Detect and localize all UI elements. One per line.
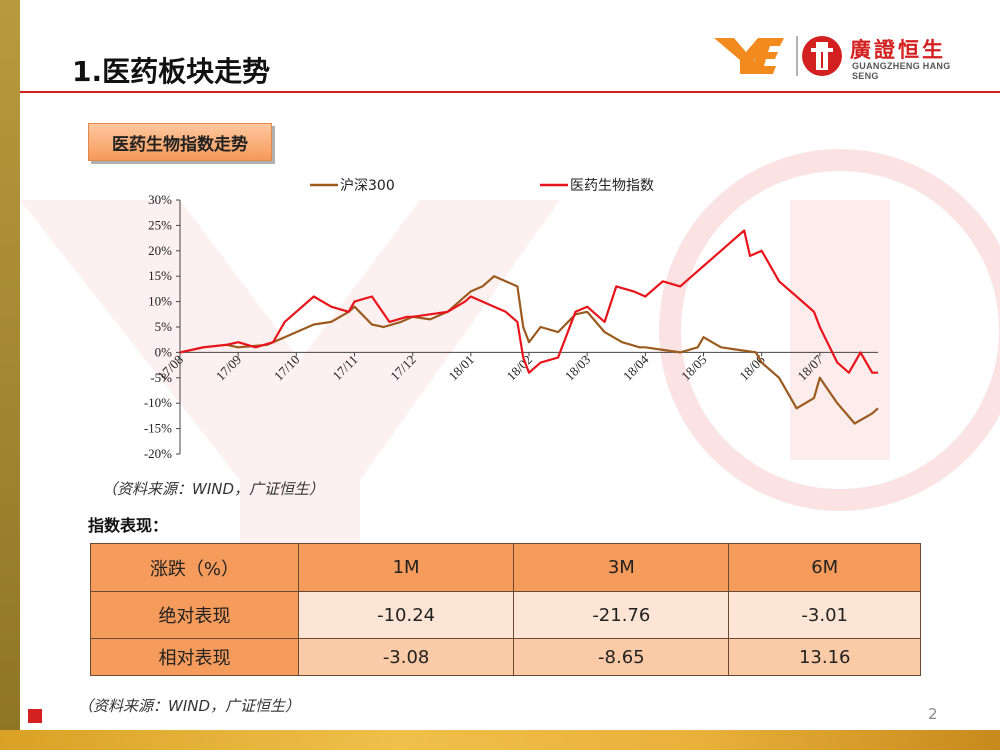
- table-header-cell: 1M: [297, 543, 515, 592]
- y-tick-label: -20%: [144, 446, 172, 461]
- corner-square: [28, 709, 42, 723]
- y-tick-label: 5%: [155, 319, 173, 334]
- table-cell: -21.76: [513, 591, 730, 639]
- bottom-accent-bar: [0, 730, 1000, 750]
- table-header-cell: 3M: [513, 543, 730, 592]
- table-row-label: 相对表现: [90, 638, 299, 676]
- table-cell: -3.01: [728, 591, 921, 639]
- y-tick-label: 15%: [148, 268, 172, 283]
- company-logo: 廣證恒生 GUANGZHENG HANG SENG: [712, 30, 972, 82]
- y-tick-label: 20%: [148, 243, 172, 258]
- brand-name-en: GUANGZHENG HANG SENG: [852, 61, 951, 81]
- chart-series: [179, 229, 879, 425]
- table-cell: 13.16: [728, 638, 921, 676]
- y-tick-label: -10%: [144, 395, 172, 410]
- y-tick-label: -5%: [150, 370, 172, 385]
- table-cell: -10.24: [297, 591, 515, 639]
- table-header-cell: 涨跌（%）: [90, 543, 299, 592]
- left-accent-bar: [0, 0, 20, 750]
- y-tick-label: 10%: [148, 294, 172, 309]
- x-tick-label: 18/05: [678, 352, 710, 384]
- table-source-note: （资料来源：WIND，广证恒生）: [78, 697, 301, 715]
- series-line: [179, 229, 878, 374]
- y-tick-label: 30%: [148, 192, 172, 207]
- x-tick-label: 17/10: [271, 352, 303, 384]
- section-label: 医药生物指数走势: [88, 123, 272, 161]
- table-header-row: 涨跌（%） 1M 3M 6M: [90, 543, 921, 592]
- table-header-cell: 6M: [728, 543, 921, 592]
- x-tick-label: 18/01: [445, 352, 477, 384]
- series-line: [179, 275, 879, 425]
- title-underline: [20, 91, 1000, 93]
- x-tick-label: 18/02: [504, 352, 536, 384]
- x-tick-label: 17/12: [387, 352, 419, 384]
- y-tick-label: 25%: [148, 217, 172, 232]
- chart-source-note: （资料来源：WIND，广证恒生）: [102, 480, 325, 498]
- table-row: 相对表现 -3.08 -8.65 13.16: [90, 638, 921, 676]
- table-row-label: 绝对表现: [90, 591, 299, 639]
- page-title: 1.医药板块走势: [72, 55, 271, 88]
- x-tick-label: 18/04: [620, 352, 652, 384]
- x-tick-label: 18/06: [736, 352, 768, 384]
- chart-axes: 30%25%20%15%10%5%0%-5%-10%-15%-20%17/08 1…: [144, 192, 878, 461]
- table-label: 指数表现：: [88, 516, 169, 535]
- page-number: 2: [928, 705, 938, 723]
- x-tick-label: 17/09: [213, 352, 245, 384]
- table-row: 绝对表现 -10.24 -21.76 -3.01: [90, 591, 921, 639]
- x-tick-label: 18/03: [562, 352, 594, 384]
- y-tick-label: 0%: [155, 344, 173, 359]
- performance-table: 涨跌（%） 1M 3M 6M 绝对表现 -10.24 -21.76 -3.01 …: [90, 543, 921, 676]
- table-cell: -3.08: [297, 638, 515, 676]
- legend-label: 沪深300: [340, 178, 395, 194]
- x-tick-label: 17/11: [329, 352, 360, 383]
- y-tick-label: -15%: [144, 421, 172, 436]
- table-cell: -8.65: [513, 638, 730, 676]
- index-trend-chart: 30%25%20%15%10%5%0%-5%-10%-15%-20%17/08 1…: [144, 178, 879, 461]
- ye-logo-icon: [714, 36, 842, 76]
- brand-name-zh: 廣證恒生: [850, 38, 946, 62]
- chart-legend: 沪深300 医药生物指数: [310, 178, 654, 194]
- legend-label: 医药生物指数: [570, 178, 654, 194]
